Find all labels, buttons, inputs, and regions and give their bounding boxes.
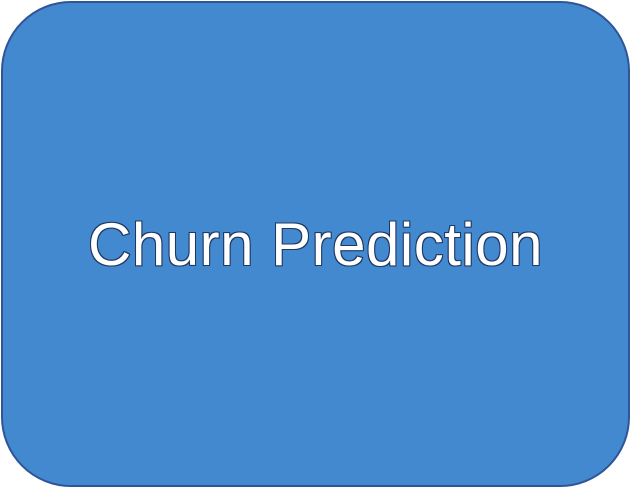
node-label: Churn Prediction <box>87 210 543 279</box>
